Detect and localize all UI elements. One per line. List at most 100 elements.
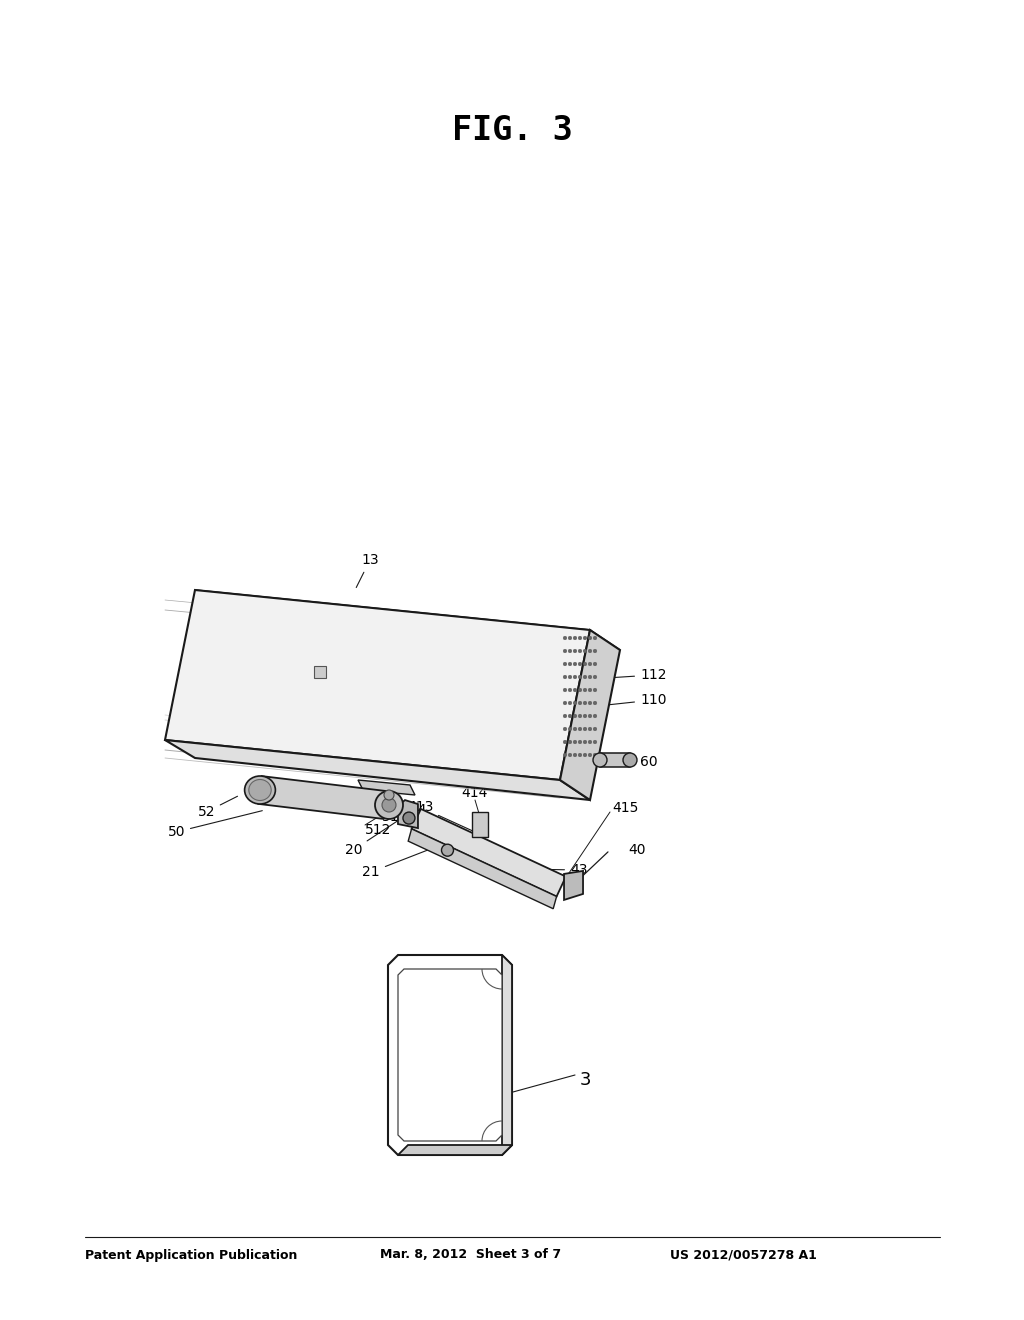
Circle shape [384,789,394,800]
Polygon shape [398,1144,512,1155]
Text: 114: 114 [400,803,427,817]
Ellipse shape [245,776,275,804]
Circle shape [573,688,577,692]
Circle shape [579,688,582,692]
Polygon shape [398,969,502,1140]
Circle shape [579,701,582,705]
Text: 60: 60 [617,755,657,770]
Circle shape [568,754,571,756]
Circle shape [573,663,577,665]
Circle shape [573,701,577,705]
Text: 40: 40 [628,843,645,857]
Circle shape [588,714,592,718]
Circle shape [593,676,597,678]
Ellipse shape [623,752,637,767]
Text: US 2012/0057278 A1: US 2012/0057278 A1 [670,1249,817,1262]
Circle shape [584,636,587,640]
Text: Mar. 8, 2012  Sheet 3 of 7: Mar. 8, 2012 Sheet 3 of 7 [380,1249,561,1262]
Circle shape [568,636,571,640]
Text: 512: 512 [365,822,391,837]
Text: 3: 3 [580,1071,592,1089]
Circle shape [584,701,587,705]
Circle shape [593,727,597,731]
Text: Patent Application Publication: Patent Application Publication [85,1249,297,1262]
Text: 415: 415 [612,801,638,814]
Circle shape [593,688,597,692]
Circle shape [584,649,587,653]
Text: 51: 51 [382,810,399,824]
Circle shape [579,754,582,756]
Circle shape [573,676,577,678]
Ellipse shape [375,791,403,818]
Circle shape [588,636,592,640]
Text: 21: 21 [362,849,430,879]
Text: 110: 110 [563,693,667,710]
Circle shape [584,676,587,678]
Circle shape [579,714,582,718]
Circle shape [584,754,587,756]
Circle shape [579,676,582,678]
Circle shape [588,701,592,705]
Circle shape [593,649,597,653]
Circle shape [563,727,567,731]
Circle shape [563,741,567,743]
Circle shape [588,649,592,653]
Circle shape [593,636,597,640]
Polygon shape [358,780,415,795]
Bar [314,667,326,678]
Circle shape [588,754,592,756]
Text: 52: 52 [198,796,238,818]
Polygon shape [564,871,583,900]
Circle shape [584,714,587,718]
Ellipse shape [249,780,271,800]
Text: 414: 414 [462,785,488,800]
Circle shape [584,741,587,743]
Polygon shape [165,590,590,780]
Circle shape [593,754,597,756]
Circle shape [568,741,571,743]
Circle shape [403,812,415,824]
Circle shape [579,649,582,653]
Circle shape [563,649,567,653]
Circle shape [573,714,577,718]
Circle shape [588,741,592,743]
Polygon shape [502,954,512,1155]
Ellipse shape [382,799,396,812]
Circle shape [568,676,571,678]
Circle shape [563,676,567,678]
Circle shape [563,754,567,756]
Circle shape [563,701,567,705]
Circle shape [568,649,571,653]
Polygon shape [258,776,387,818]
Circle shape [563,663,567,665]
Circle shape [573,741,577,743]
Polygon shape [600,752,630,767]
Circle shape [593,701,597,705]
Circle shape [573,636,577,640]
Text: FIG. 3: FIG. 3 [452,114,572,147]
Circle shape [563,688,567,692]
Circle shape [568,663,571,665]
Text: 13: 13 [356,553,379,587]
Circle shape [441,845,454,857]
Circle shape [579,727,582,731]
Circle shape [588,676,592,678]
Text: 43: 43 [523,863,588,876]
Circle shape [573,649,577,653]
Polygon shape [560,630,620,800]
Text: 413: 413 [407,800,472,830]
Circle shape [579,636,582,640]
Polygon shape [472,812,488,837]
Circle shape [593,714,597,718]
Circle shape [568,714,571,718]
Circle shape [573,754,577,756]
Polygon shape [388,954,512,1155]
Text: 50: 50 [168,810,262,840]
Text: 112: 112 [578,668,667,682]
Circle shape [579,663,582,665]
Circle shape [584,727,587,731]
Circle shape [588,727,592,731]
Polygon shape [412,809,566,896]
Circle shape [568,688,571,692]
Circle shape [584,688,587,692]
